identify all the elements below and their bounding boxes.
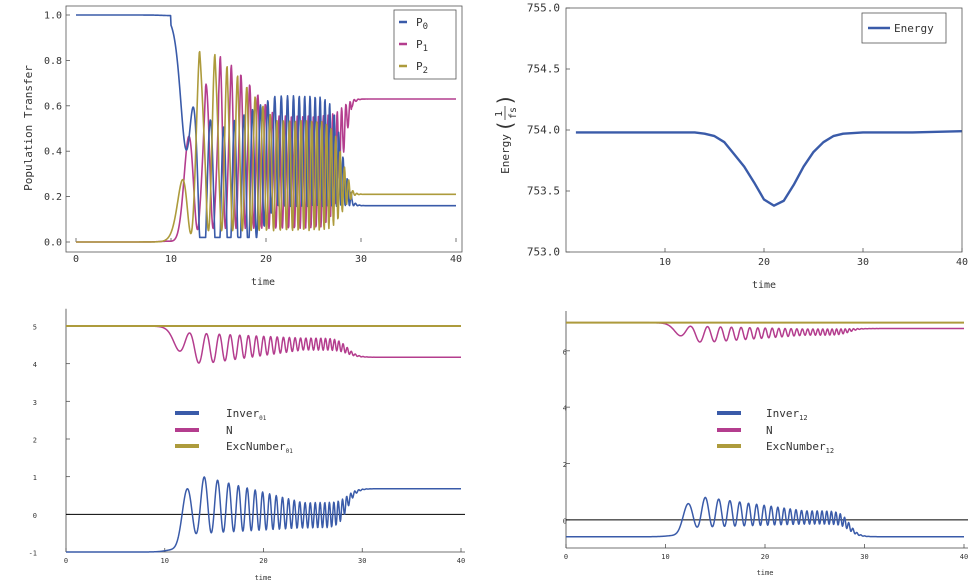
- p4-legend-label-n: N: [766, 424, 773, 437]
- p3-xtick-label: 0: [64, 557, 68, 565]
- p2-xtick-label: 40: [956, 257, 968, 268]
- p4-legend: Inver12 N ExcNumber12: [717, 407, 834, 455]
- p2-line-energy: [575, 130, 963, 207]
- p3-line-n: [65, 325, 462, 364]
- p1-ylabel: Population Transfer: [22, 65, 35, 191]
- p1-xlabel: time: [251, 277, 275, 288]
- p4-xtick-label: 30: [860, 553, 868, 561]
- p3-ytick-label: -1: [29, 550, 37, 558]
- p2-ytick-label: 753.5: [527, 185, 560, 198]
- p4-ytick-label: 6: [563, 348, 567, 356]
- p4-ytick-label: 4: [563, 405, 567, 413]
- p3-xtick-label: 10: [161, 557, 169, 565]
- p4-ytick-label: 2: [563, 461, 567, 469]
- p4-line-inver12: [565, 496, 965, 538]
- p1-ytick-label: 0.0: [44, 238, 62, 249]
- p2-ticks: 10 20 30 40 753.0 753.5 754.0 754.5 755.0: [527, 2, 968, 269]
- p3-xtick-label: 40: [457, 557, 465, 565]
- p1-legend: P0 P1 P2: [393, 9, 457, 80]
- p2-legend: Energy: [861, 12, 947, 44]
- p2-frame: [565, 7, 963, 253]
- p2-xtick-label: 30: [857, 257, 869, 268]
- p4-ytick-label: 0: [563, 517, 567, 525]
- p2-series: [575, 130, 963, 207]
- p4-legend-label-exc: ExcNumber12: [766, 440, 834, 455]
- p4-legend-label-inver: Inver12: [766, 407, 808, 422]
- p1-xtick-label: 40: [450, 254, 462, 265]
- p3-ytick-label: 3: [33, 399, 37, 407]
- p4-series: [565, 321, 965, 538]
- chart-inversion-12: 0 10 20 30 40 0 2 4 6 time Inver12 N ExcNumber12: [563, 311, 968, 577]
- p2-legend-label-energy: Energy: [894, 22, 934, 35]
- p2-xtick-label: 10: [659, 257, 671, 268]
- p3-line-inver01: [65, 476, 462, 553]
- chart-inversion-01: 0 10 20 30 40 -1 0 1 2 3 4 5 time Inver01 N ExcNumb…: [29, 308, 465, 582]
- p3-legend-label-n: N: [226, 424, 233, 437]
- p4-xlabel: time: [757, 569, 774, 577]
- p3-legend-label-inver: Inver01: [226, 407, 267, 422]
- p3-ytick-label: 2: [33, 437, 37, 445]
- p1-line-p0: [75, 14, 457, 239]
- p1-ytick-label: 0.6: [44, 101, 62, 112]
- p3-xlabel: time: [255, 574, 272, 582]
- p1-xtick-label: 20: [260, 254, 272, 265]
- p3-series: [65, 325, 462, 553]
- p3-ytick-label: 0: [33, 512, 37, 520]
- p2-ytick-label: 755.0: [527, 2, 560, 15]
- p2-ylabel-paren-close: ): [493, 94, 517, 106]
- p1-ytick-label: 0.8: [44, 56, 62, 67]
- p2-ytick-label: 753.0: [527, 246, 560, 259]
- p1-ytick-label: 1.0: [44, 11, 62, 22]
- p2-ylabel-main: Energy: [499, 134, 512, 174]
- p3-ytick-label: 1: [33, 474, 37, 482]
- chart-energy: 10 20 30 40 753.0 753.5 754.0 754.5 755.0 Energy…: [493, 2, 968, 292]
- p3-xtick-label: 30: [358, 557, 366, 565]
- p1-legend-label-p0: P0: [416, 16, 428, 32]
- p3-xtick-label: 20: [259, 557, 267, 565]
- p1-ytick-label: 0.4: [44, 147, 62, 158]
- p1-ytick-label: 0.2: [44, 192, 62, 203]
- p3-ytick-label: 4: [33, 361, 37, 369]
- p1-series: [75, 14, 457, 243]
- p4-xtick-label: 40: [960, 553, 968, 561]
- p3-legend-label-exc: ExcNumber01: [226, 440, 293, 455]
- chart-population-transfer: 0 10 20 30 40 0.0 0.2 0.4 0.6 0.8 1.0 Population T…: [22, 5, 463, 288]
- p2-ytick-label: 754.5: [527, 63, 560, 76]
- p1-legend-label-p1: P1: [416, 38, 428, 54]
- p1-xtick-label: 0: [73, 254, 79, 265]
- p1-ticks: 0 10 20 30 40 0.0 0.2 0.4 0.6 0.8 1.0: [44, 11, 462, 266]
- p1-xtick-label: 30: [355, 254, 367, 265]
- p1-line-p2: [75, 50, 457, 243]
- p2-ylabel-paren-open: (: [493, 120, 517, 132]
- p2-xtick-label: 20: [758, 257, 770, 268]
- p4-line-n: [565, 321, 965, 343]
- p1-legend-label-p2: P2: [416, 60, 428, 76]
- p4-xtick-label: 20: [761, 553, 769, 561]
- p2-ylabel-den: fs: [508, 107, 519, 119]
- p3-ticks: 0 10 20 30 40 -1 0 1 2 3 4 5: [29, 308, 465, 565]
- p2-ylabel-num: 1: [494, 111, 505, 117]
- p2-ylabel: Energy ( 1 fs ): [493, 94, 519, 174]
- p4-xtick-label: 10: [661, 553, 669, 561]
- p4-xtick-label: 0: [564, 553, 568, 561]
- p2-ytick-label: 754.0: [527, 124, 560, 137]
- p1-xtick-label: 10: [165, 254, 177, 265]
- p3-ytick-label: 5: [33, 324, 37, 332]
- p1-frame: [65, 5, 463, 253]
- p3-legend: Inver01 N ExcNumber01: [175, 407, 293, 455]
- p2-xlabel: time: [752, 280, 776, 291]
